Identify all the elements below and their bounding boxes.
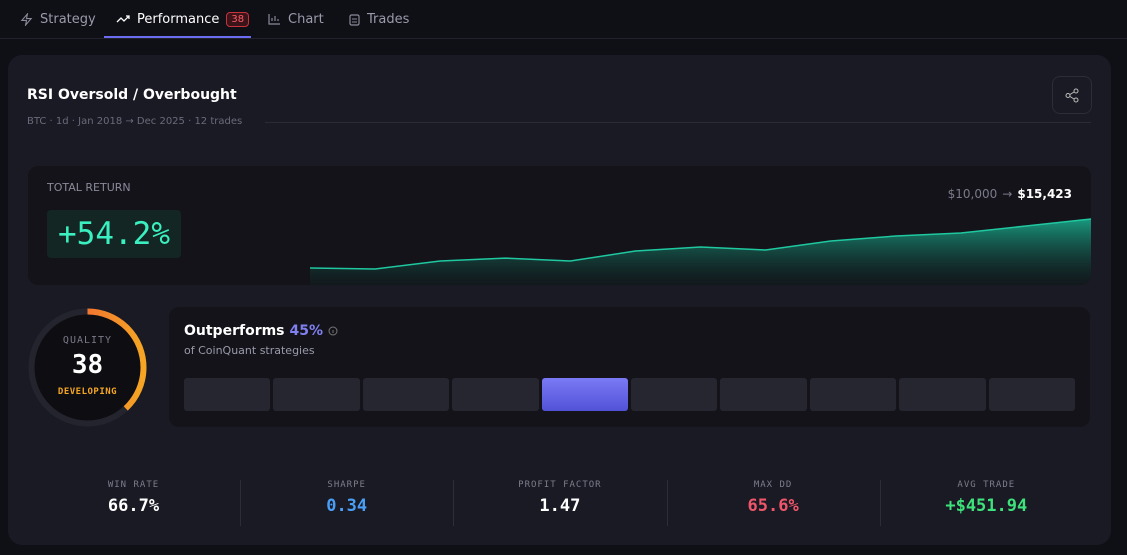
quality-rating: DEVELOPING <box>57 387 118 397</box>
strategy-subtitle: BTC · 1d · Jan 2018 → Dec 2025 · 12 trad… <box>27 116 243 127</box>
outperforms-panel: Outperforms 45% of CoinQuant strategies <box>169 307 1090 427</box>
tab[interactable]: Trades <box>349 0 409 38</box>
tab-label: Strategy <box>40 11 96 27</box>
percentile-segment <box>631 378 718 411</box>
stat-separator <box>666 480 668 526</box>
tab-label: Chart <box>288 11 324 27</box>
equity-range: $10,000 → $15,423 <box>947 187 1072 201</box>
share-button[interactable] <box>1052 76 1092 114</box>
percentile-segment <box>541 378 628 411</box>
start-equity: $10,000 <box>947 187 998 201</box>
stat-separator <box>453 480 455 526</box>
percentile-segment <box>720 378 807 411</box>
stat-label: SHARPE <box>327 480 366 490</box>
return-label: TOTAL RETURN <box>47 181 131 194</box>
stat-label: PROFIT FACTOR <box>518 480 602 490</box>
stat: SHARPE 0.34 <box>240 480 453 516</box>
stat: PROFIT FACTOR 1.47 <box>453 480 666 516</box>
outperforms-subtitle: of CoinQuant strategies <box>184 344 315 357</box>
tab-underline <box>104 36 251 38</box>
stat: MAX DD 65.6% <box>667 480 880 516</box>
stat-value: 65.6% <box>747 496 799 516</box>
card <box>8 55 1111 545</box>
outperforms-percent: 45% <box>289 323 324 339</box>
stat-value: +$451.94 <box>945 496 1028 516</box>
percentile-segment <box>899 378 986 411</box>
tab[interactable]: Strategy <box>20 0 96 38</box>
tab-label: Performance <box>137 11 220 27</box>
outperforms-heading: Outperforms 45% <box>184 323 338 339</box>
quality-gauge <box>28 308 147 427</box>
tab-label: Trades <box>367 11 410 27</box>
tab[interactable]: Chart <box>268 0 324 38</box>
return-value: +54.2% <box>47 210 181 258</box>
stat-separator <box>879 480 881 526</box>
stat-label: AVG TRADE <box>957 480 1016 490</box>
tab-badge: 38 <box>226 11 250 27</box>
stat-label: MAX DD <box>753 480 793 490</box>
strategy-title: RSI Oversold / Overbought <box>27 87 237 103</box>
outperforms-title: Outperforms <box>184 323 285 339</box>
equity-line <box>309 218 1091 270</box>
end-equity: $15,423 <box>1017 187 1072 201</box>
tab-active[interactable]: Performance 38 <box>116 0 250 38</box>
stat-label: WIN RATE <box>107 480 160 490</box>
gauge-arc <box>28 308 147 427</box>
percentile-segment <box>988 378 1075 411</box>
percentile-segment <box>362 378 450 411</box>
percentile-segment <box>184 378 271 411</box>
stat-value: 1.47 <box>539 496 581 516</box>
quality-score: 38 <box>71 350 104 380</box>
subtitle-rule <box>265 122 1091 123</box>
stat-value: 0.34 <box>326 496 368 516</box>
equity-chart <box>309 218 1091 285</box>
return-panel: TOTAL RETURN +54.2% $10,000 → $15,423 <box>28 166 1091 285</box>
quality-label: QUALITY <box>62 335 113 346</box>
percentile-segment <box>452 378 539 411</box>
tab-divider <box>0 38 1127 39</box>
percentile-segment <box>273 378 360 411</box>
stat-separator <box>240 480 242 526</box>
stat-value: 66.7% <box>107 496 160 516</box>
equity-area <box>310 219 1091 285</box>
percentile-segment <box>809 378 897 411</box>
stat: WIN RATE 66.7% <box>27 480 240 516</box>
stat: AVG TRADE +$451.94 <box>880 480 1093 516</box>
